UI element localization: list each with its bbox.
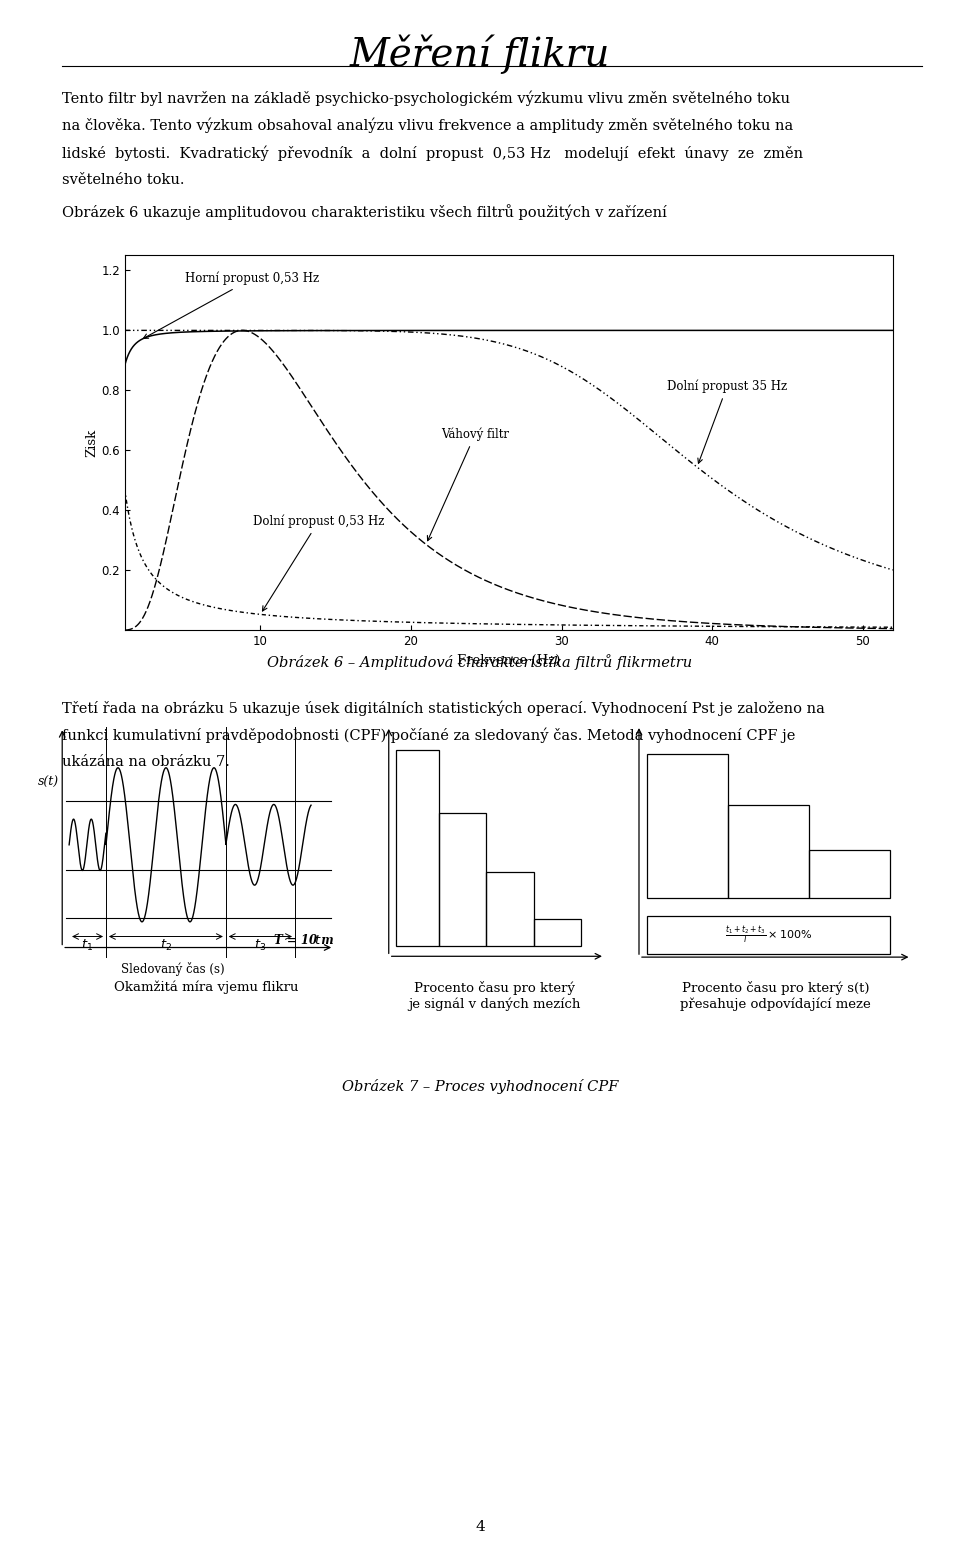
Bar <box>647 917 890 954</box>
Bar <box>728 804 809 898</box>
Text: Obrázek 6 ukazuje amplitudovou charakteristiku všech filtrů použitých v zařízení: Obrázek 6 ukazuje amplitudovou charakter… <box>62 205 667 220</box>
Text: T = 10 m: T = 10 m <box>275 934 334 947</box>
Bar <box>809 850 890 898</box>
Text: Obrázek 6 – Amplitudová charakteristika filtrů flikrmetru: Obrázek 6 – Amplitudová charakteristika … <box>268 653 692 670</box>
Text: $t$: $t$ <box>314 934 322 947</box>
Text: funkci kumulativní pravděpodobnosti (CPF) počíané za sledovaný čas. Metoda vyhod: funkci kumulativní pravděpodobnosti (CPF… <box>62 728 796 744</box>
Bar <box>486 872 534 947</box>
Text: Měření flikru: Měření flikru <box>349 34 611 73</box>
Text: Dolní propust 35 Hz: Dolní propust 35 Hz <box>667 380 787 464</box>
Text: $t_1$: $t_1$ <box>82 939 94 953</box>
Text: ukázána na obrázku 7.: ukázána na obrázku 7. <box>62 754 230 769</box>
Text: Obrázek 7 – Proces vyhodnocení CPF: Obrázek 7 – Proces vyhodnocení CPF <box>342 1079 618 1095</box>
Text: na člověka. Tento výzkum obsahoval analýzu vlivu frekvence a amplitudy změn svět: na člověka. Tento výzkum obsahoval analý… <box>62 119 794 133</box>
Text: 4: 4 <box>475 1520 485 1534</box>
Text: Váhový filtr: Váhový filtr <box>427 428 509 540</box>
Text: Sledovaný čas (s): Sledovaný čas (s) <box>121 962 225 976</box>
Text: Tento filtr byl navržen na základě psychicko-psychologickém výzkumu vlivu změn s: Tento filtr byl navržen na základě psych… <box>62 91 790 106</box>
X-axis label: Frekvence (Hz): Frekvence (Hz) <box>457 653 561 667</box>
Text: Procento času pro který
je signál v daných mezích: Procento času pro který je signál v daný… <box>408 981 581 1011</box>
Text: Dolní propust 0,53 Hz: Dolní propust 0,53 Hz <box>252 515 384 611</box>
Text: $t_3$: $t_3$ <box>254 939 267 953</box>
Text: $t_2$: $t_2$ <box>159 939 172 953</box>
Text: světelného toku.: světelného toku. <box>62 172 185 186</box>
Text: Procento času pro který s(t)
přesahuje odpovídající meze: Procento času pro který s(t) přesahuje o… <box>681 981 871 1011</box>
Bar <box>439 812 486 947</box>
Y-axis label: Zisk: Zisk <box>85 428 99 458</box>
Bar <box>534 918 581 947</box>
Bar <box>647 754 728 898</box>
Bar <box>396 750 439 947</box>
Text: lidské  bytosti.  Kvadratický  převodník  a  dolní  propust  0,53 Hz   modelují : lidské bytosti. Kvadratický převodník a … <box>62 145 804 161</box>
Text: Okamžitá míra vjemu flikru: Okamžitá míra vjemu flikru <box>114 981 299 995</box>
Text: Třetí řada na obrázku 5 ukazuje úsek digitálních statistických operací. Vyhodnoc: Třetí řada na obrázku 5 ukazuje úsek dig… <box>62 700 826 715</box>
Text: Horní propust 0,53 Hz: Horní propust 0,53 Hz <box>143 272 319 339</box>
Text: s(t): s(t) <box>37 776 59 789</box>
Text: $\frac{t_1 + t_2 + t_3}{T} \times 100\%$: $\frac{t_1 + t_2 + t_3}{T} \times 100\%$ <box>725 925 812 947</box>
